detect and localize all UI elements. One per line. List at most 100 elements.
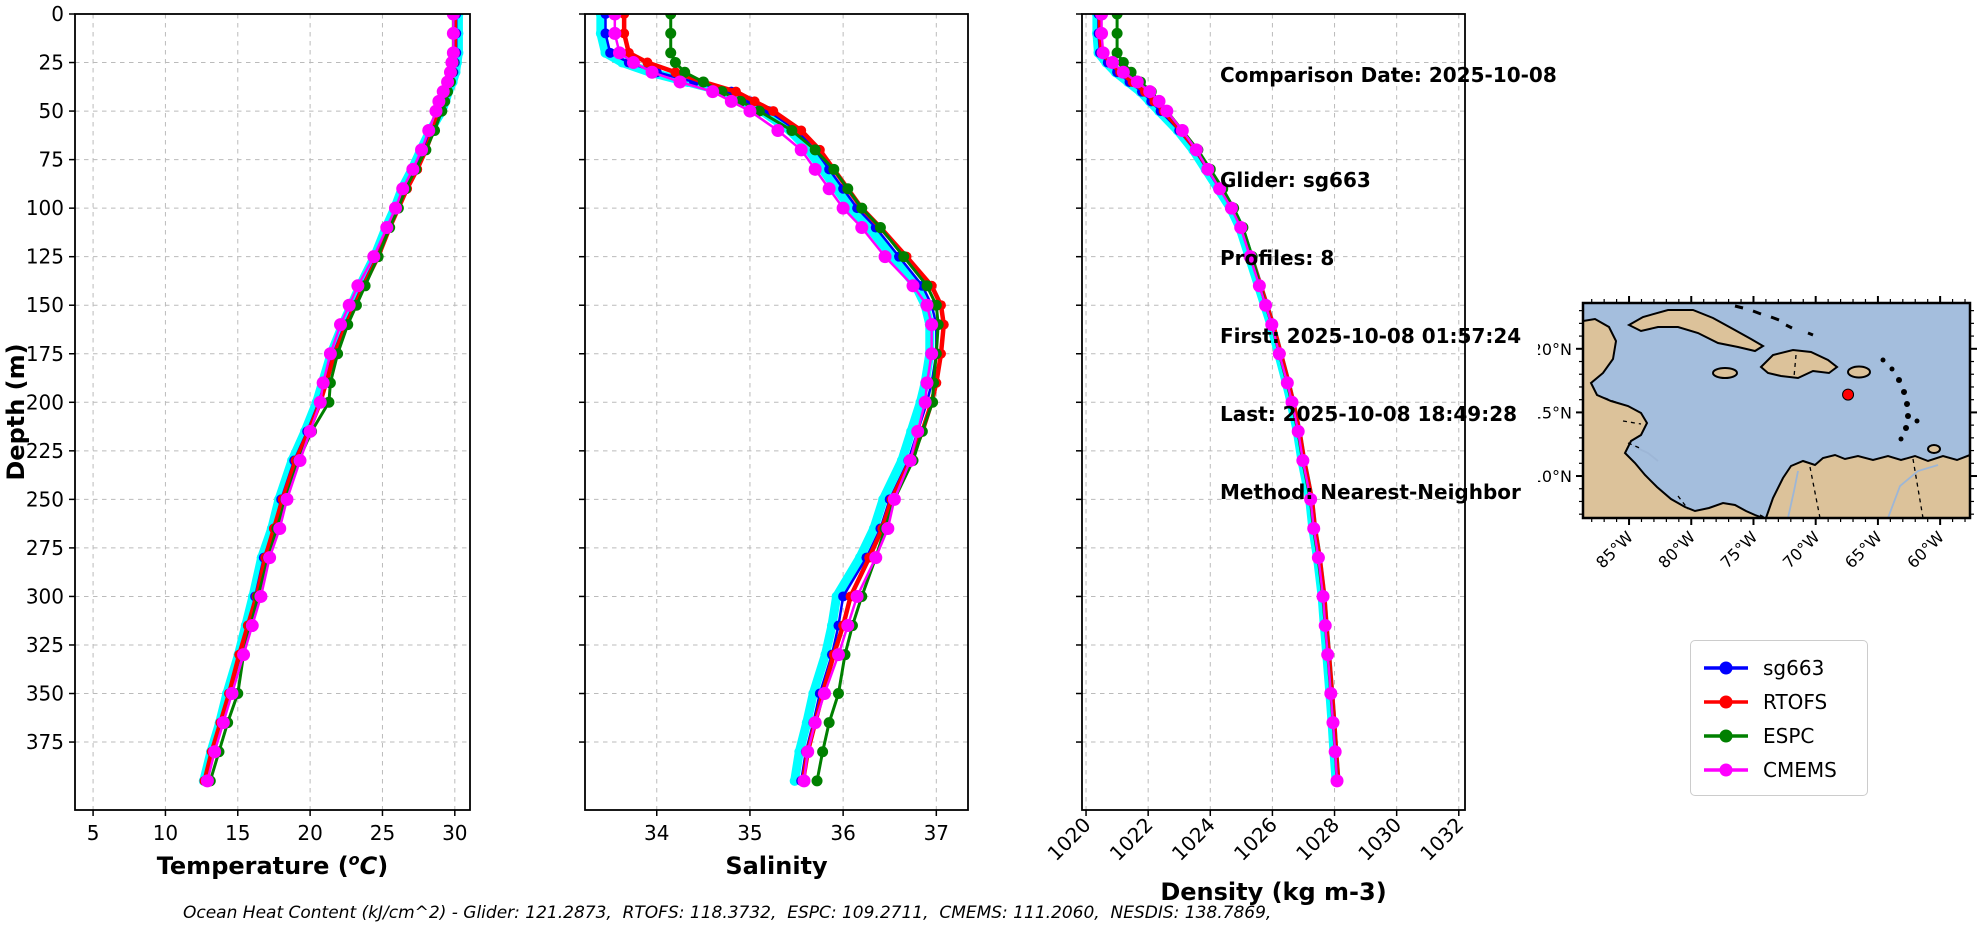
temperature-ytick-label: 275 bbox=[26, 536, 64, 560]
salinity-xtick-label: 36 bbox=[830, 821, 855, 845]
density-xtick-label: 1024 bbox=[1167, 813, 1220, 866]
density-xlabel: Density (kg m-3) bbox=[1160, 878, 1386, 906]
temperature-ytick-label: 325 bbox=[26, 633, 64, 657]
last-profile-time-text: Last: 2025-10-08 18:49:28 bbox=[1220, 402, 1518, 426]
density-xtick-label: 1022 bbox=[1105, 813, 1158, 866]
temperature-series-ESPC-line bbox=[208, 14, 455, 783]
legend-item-ESPC: ESPC bbox=[1703, 719, 1855, 753]
temperature-ytick-label: 100 bbox=[26, 196, 64, 220]
legend-swatch-RTOFS bbox=[1704, 695, 1748, 709]
glider-name-text: Glider: sg663 bbox=[1220, 168, 1371, 192]
map-land-jamaica bbox=[1712, 367, 1738, 379]
temperature-series-CMEMS-markers bbox=[200, 14, 460, 788]
legend-label: RTOFS bbox=[1763, 690, 1828, 714]
temperature-frame bbox=[74, 13, 471, 811]
profiles-count-text: Profiles: 8 bbox=[1220, 246, 1335, 270]
density-ticks bbox=[1076, 13, 1460, 816]
salinity-series-glider-raw-line bbox=[596, 14, 935, 786]
map-xtick-label: 75°W bbox=[1717, 527, 1762, 572]
salinity-tick-labels: 34 35 36 37 bbox=[644, 821, 949, 845]
legend-item-CMEMS: CMEMS bbox=[1703, 753, 1855, 787]
temperature-xtick-label: 20 bbox=[297, 821, 322, 845]
density-series-CMEMS-markers bbox=[1095, 14, 1344, 788]
legend-item-RTOFS: RTOFS bbox=[1703, 685, 1855, 719]
glider-location-marker bbox=[1842, 388, 1855, 401]
map-xtick-label: 80°W bbox=[1654, 527, 1699, 572]
temperature-xtick-label: 10 bbox=[153, 821, 178, 845]
salinity-series-sg663-line bbox=[604, 14, 938, 783]
map-ytick-label: 15°N bbox=[1538, 403, 1572, 422]
temperature-xlabel: Temperature (oC) bbox=[157, 850, 389, 880]
density-tick-labels: 1020 1022 1024 1026 1028 1030 1032 bbox=[1043, 813, 1469, 866]
legend-swatch-CMEMS bbox=[1704, 763, 1748, 777]
map-xtick-label: 65°W bbox=[1841, 527, 1886, 572]
map-rivers bbox=[1632, 445, 1939, 518]
density-xtick-label: 1032 bbox=[1415, 813, 1468, 866]
temperature-ytick-label: 150 bbox=[26, 293, 64, 317]
legend-label: CMEMS bbox=[1763, 758, 1837, 782]
temperature-xtick-label: 5 bbox=[87, 821, 100, 845]
temperature-xtick-label: 25 bbox=[370, 821, 395, 845]
salinity-xtick-label: 34 bbox=[644, 821, 669, 845]
temperature-ytick-label: 0 bbox=[51, 2, 64, 26]
density-grid bbox=[1082, 13, 1465, 810]
ocean-heat-content-caption: Ocean Heat Content (kJ/cm^2) - Glider: 1… bbox=[183, 903, 1272, 923]
map-bahamas bbox=[1734, 304, 1814, 337]
temperature-ytick-label: 25 bbox=[39, 51, 64, 75]
temperature-ytick-label: 125 bbox=[26, 245, 64, 269]
temperature-panel: 5 10 15 20 25 3002550751001251501752002252502… bbox=[2, 2, 471, 880]
salinity-series-CMEMS-markers bbox=[608, 14, 939, 788]
map-land-central-america bbox=[1583, 317, 1764, 518]
temperature-ytick-label: 350 bbox=[26, 682, 64, 706]
map-frame bbox=[1581, 301, 1972, 520]
temperature-xtick-label: 15 bbox=[225, 821, 250, 845]
temperature-ytick-label: 200 bbox=[26, 390, 64, 414]
salinity-series-ESPC-markers bbox=[665, 14, 944, 787]
map-land-puerto-rico bbox=[1847, 365, 1871, 379]
map-land-hispaniola bbox=[1759, 348, 1839, 380]
legend-swatch-sg663 bbox=[1704, 661, 1748, 675]
temperature-tick-labels: 5 10 15 20 25 3002550751001251501752002252502… bbox=[26, 2, 468, 845]
legend-swatch-ESPC bbox=[1704, 729, 1748, 743]
map-borders bbox=[1596, 354, 1924, 518]
temperature-ylabel: Depth (m) bbox=[2, 343, 30, 480]
map-xtick-label: 70°W bbox=[1779, 527, 1824, 572]
salinity-series-CMEMS-line bbox=[613, 14, 933, 783]
temperature-ytick-label: 375 bbox=[26, 730, 64, 754]
salinity-grid bbox=[585, 13, 968, 810]
salinity-frame bbox=[584, 13, 969, 811]
first-profile-time-text: First: 2025-10-08 01:57:24 bbox=[1220, 324, 1522, 348]
density-frame bbox=[1081, 13, 1466, 811]
temperature-ytick-label: 225 bbox=[26, 439, 64, 463]
map-land-trinidad bbox=[1927, 444, 1941, 454]
map-lesser-antilles bbox=[1880, 357, 1920, 442]
map-xtick-label: 60°W bbox=[1903, 527, 1948, 572]
temperature-ytick-label: 250 bbox=[26, 487, 64, 511]
map-land-south-america bbox=[1764, 453, 1970, 518]
density-xtick-label: 1028 bbox=[1291, 813, 1344, 866]
info-panel: Comparison Date: 2025-10-08 Glider: sg66… bbox=[1220, 10, 1557, 557]
legend-label: ESPC bbox=[1763, 724, 1815, 748]
salinity-xtick-label: 37 bbox=[924, 821, 949, 845]
density-xtick-label: 1026 bbox=[1229, 813, 1282, 866]
comparison-date-text: Comparison Date: 2025-10-08 bbox=[1220, 63, 1557, 87]
map-ticks bbox=[1576, 296, 1977, 525]
temperature-series-ESPC-markers bbox=[204, 14, 459, 787]
method-text: Method: Nearest-Neighbor bbox=[1220, 480, 1521, 504]
map-land-cuba bbox=[1626, 309, 1765, 353]
temperature-ytick-label: 50 bbox=[39, 99, 64, 123]
location-map: 85°W 80°W 75°W 70°W 65°W 60°W 20°N 15°N 10°N bbox=[1538, 296, 1977, 572]
salinity-panel: 34 35 36 37 Salinity bbox=[579, 13, 969, 880]
density-xtick-label: 1020 bbox=[1043, 813, 1096, 866]
map-ytick-label: 10°N bbox=[1538, 467, 1572, 486]
salinity-series-glider-raw-markers bbox=[595, 14, 935, 786]
temperature-ytick-label: 175 bbox=[26, 342, 64, 366]
density-xtick-label: 1030 bbox=[1353, 813, 1406, 866]
map-ytick-label: 20°N bbox=[1538, 340, 1572, 359]
temperature-grid bbox=[75, 13, 470, 810]
legend: sg663 RTOFS ESPC CMEMS bbox=[1690, 640, 1868, 796]
legend-label: sg663 bbox=[1763, 656, 1825, 680]
density-series-CMEMS-line bbox=[1100, 14, 1339, 783]
